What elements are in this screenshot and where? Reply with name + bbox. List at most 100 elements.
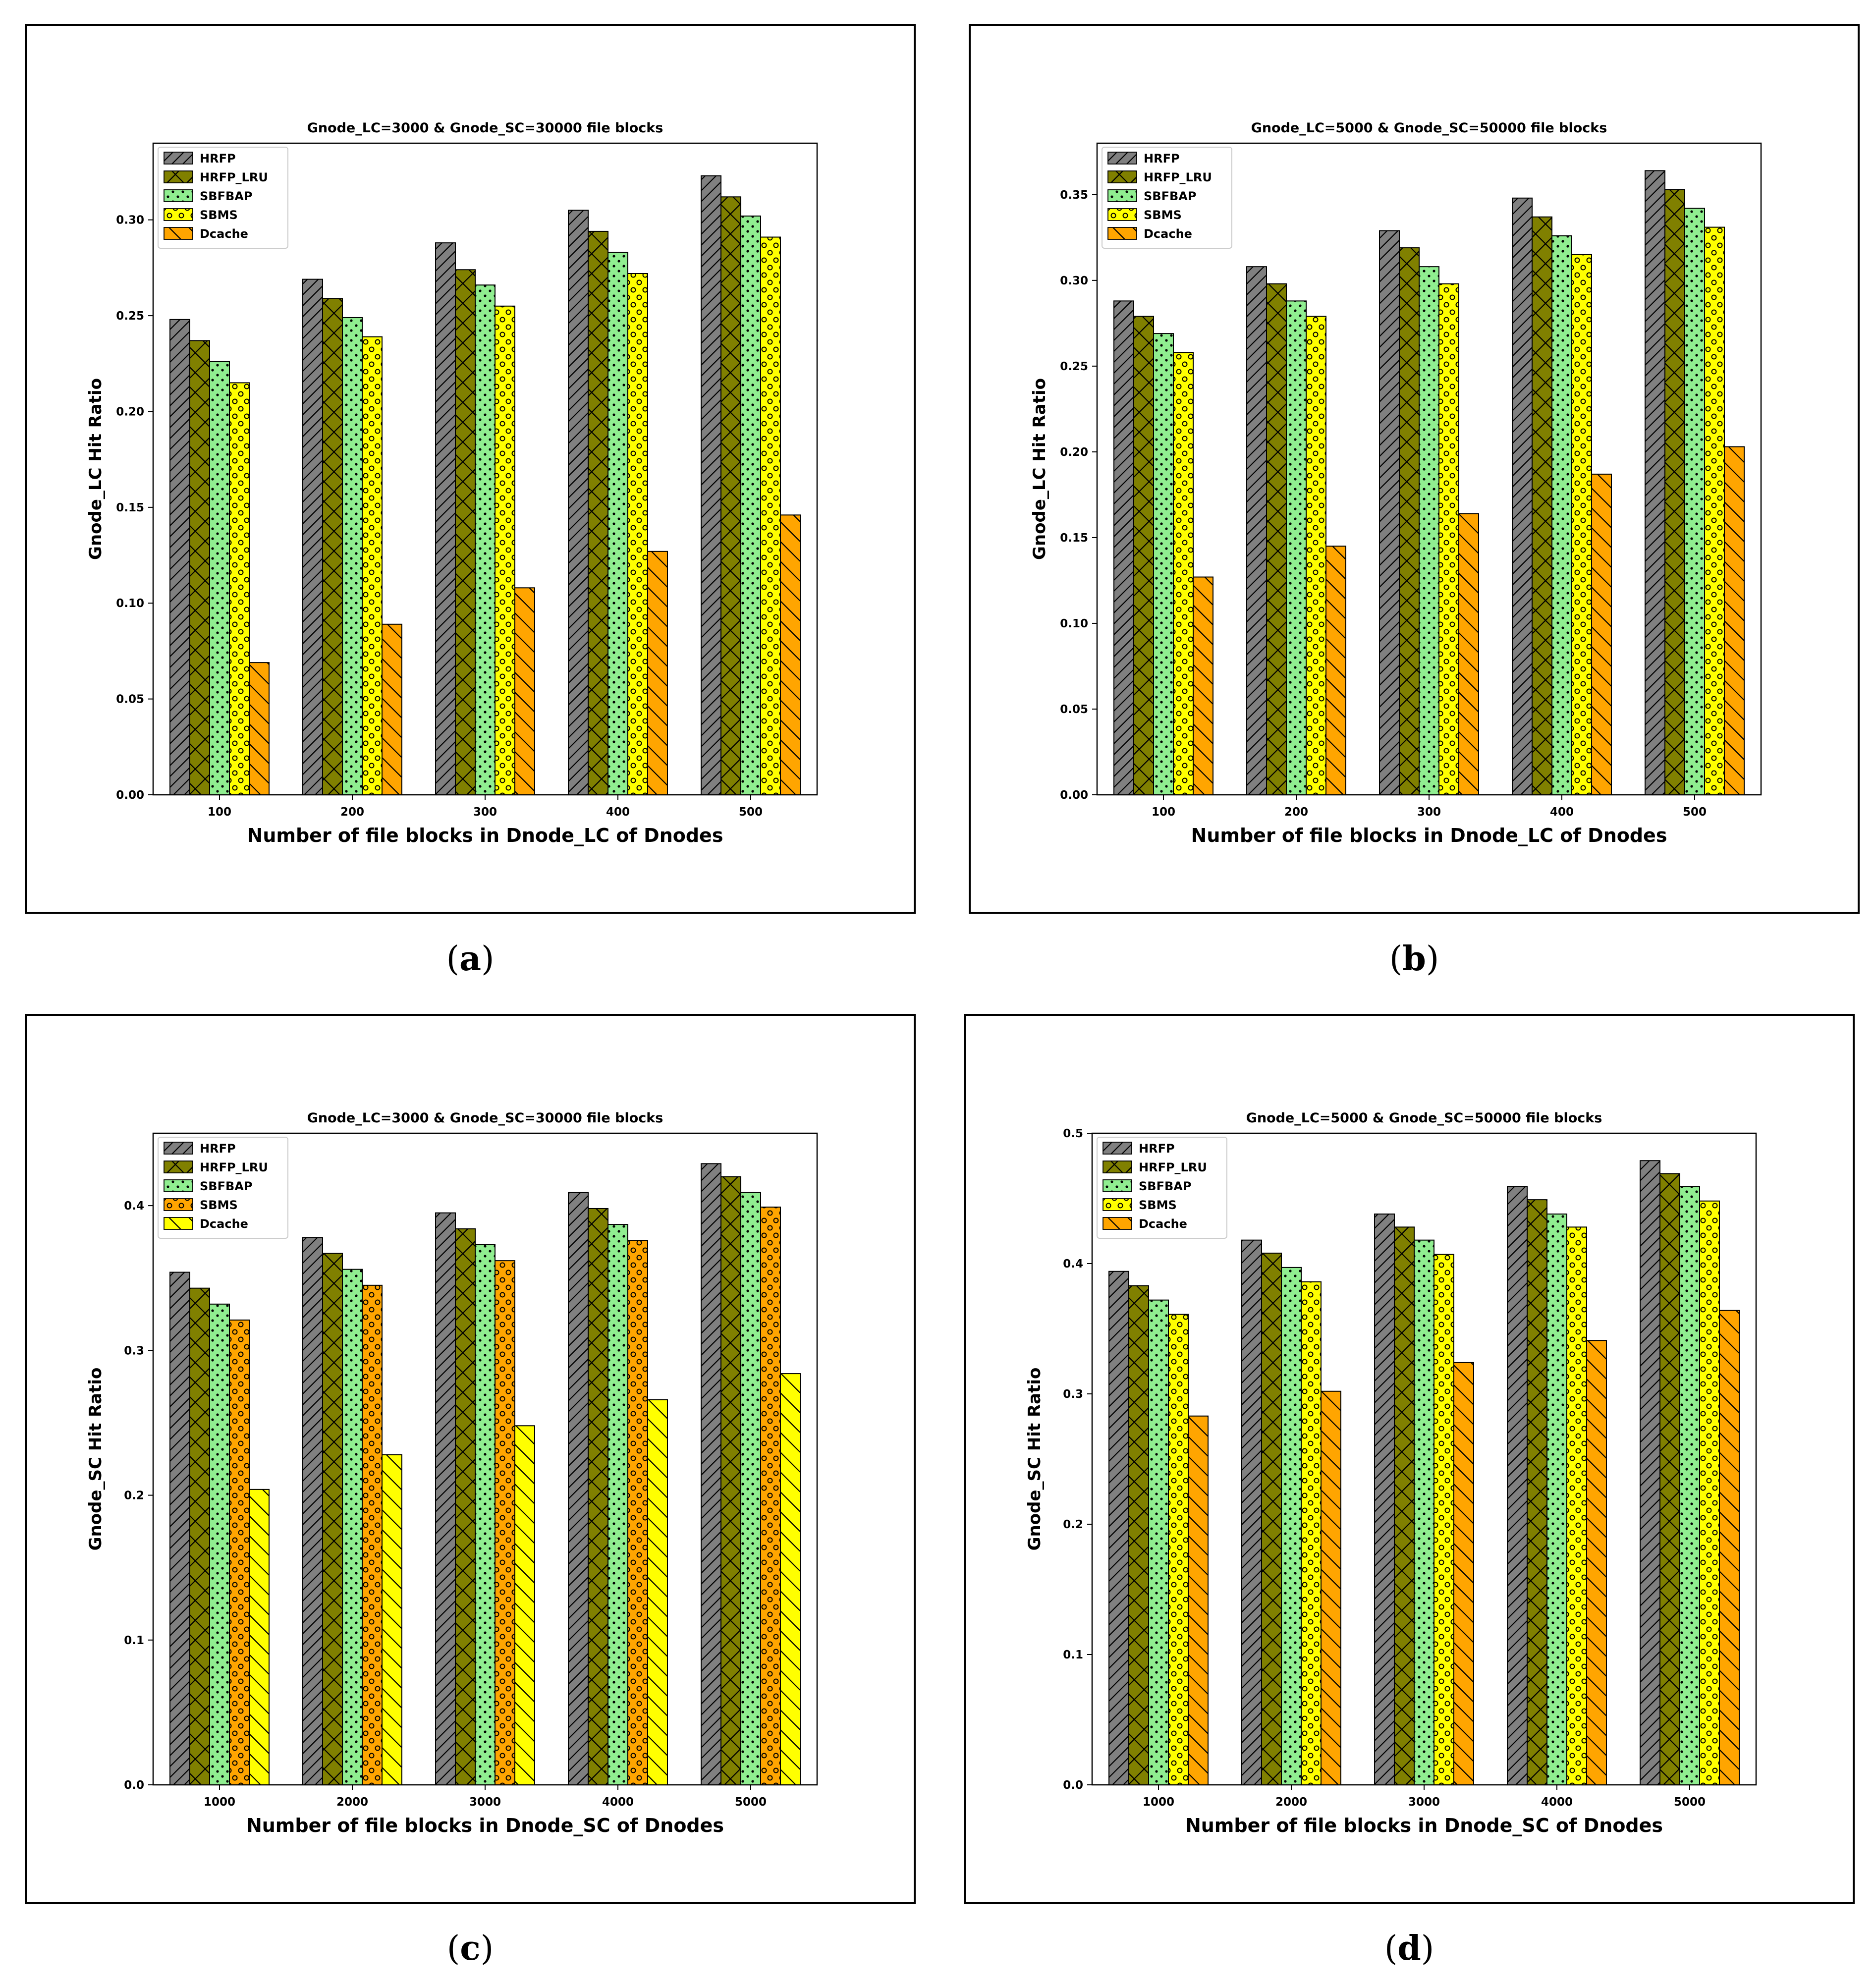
- bar-sbfbap: [1546, 1214, 1567, 1785]
- x-tick-label: 100: [208, 806, 231, 819]
- legend: HRFP HRFP_LRU SBFBAP SBMS Dcache: [158, 1137, 288, 1239]
- y-tick-label: 0.0: [124, 1779, 144, 1792]
- y-tick-label: 0.30: [116, 214, 144, 227]
- y-axis-label: Gnode_LC Hit Ratio: [86, 378, 106, 560]
- x-axis-label: Number of file blocks in Dnode_SC of Dno…: [1185, 1815, 1663, 1836]
- legend-swatch-hrfp: [164, 1142, 193, 1155]
- bar-dcache: [514, 1425, 535, 1785]
- bar-hrfp-lru: [455, 1228, 476, 1785]
- bar-hrfp: [169, 319, 190, 795]
- bar-sbfbap: [475, 284, 496, 795]
- chart-title: Gnode_LC=3000 & Gnode_SC=30000 file bloc…: [307, 1110, 663, 1126]
- bar-dcache: [1193, 576, 1213, 796]
- bar-hrfp: [1645, 170, 1665, 795]
- x-tick-label: 400: [606, 806, 630, 819]
- legend-label: SBFBAP: [1144, 189, 1196, 203]
- x-tick-label: 500: [1683, 806, 1707, 819]
- legend-label: SBFBAP: [200, 1179, 252, 1193]
- bar-dcache: [249, 662, 270, 795]
- legend-label: Dcache: [1144, 227, 1192, 241]
- bar-sbms: [1704, 226, 1725, 795]
- bar-sbms: [229, 1319, 250, 1785]
- x-tick-label: 3000: [469, 1796, 501, 1809]
- bar-hrfp: [1374, 1214, 1395, 1785]
- bar-sbms: [1566, 1226, 1587, 1785]
- legend-label: HRFP: [1139, 1142, 1175, 1156]
- legend-swatch-dcache: [164, 1217, 193, 1230]
- legend-swatch-sbfbap: [164, 189, 193, 202]
- bar-dcache: [249, 1489, 270, 1785]
- x-tick-label: 3000: [1408, 1796, 1440, 1809]
- bar-sbms: [1301, 1281, 1322, 1785]
- bar-hrfp: [1640, 1160, 1660, 1786]
- y-tick-label: 0.25: [1060, 360, 1088, 373]
- bar-hrfp-lru: [1394, 1226, 1415, 1785]
- bar-dcache: [514, 587, 535, 795]
- bar-dcache: [1453, 1362, 1474, 1785]
- bar-hrfp-lru: [1128, 1285, 1149, 1785]
- legend-label: HRFP_LRU: [1144, 170, 1212, 184]
- y-tick-label: 0.05: [116, 693, 144, 706]
- x-tick-label: 1000: [1143, 1796, 1174, 1809]
- x-tick-label: 300: [473, 806, 497, 819]
- y-tick-label: 0.5: [1063, 1127, 1083, 1140]
- y-tick-label: 0.20: [116, 405, 144, 418]
- legend-label: SBMS: [1144, 208, 1182, 222]
- legend-swatch-dcache: [164, 227, 193, 240]
- bar-sbms: [229, 382, 250, 795]
- bar-dcache: [1724, 446, 1745, 795]
- x-tick-label: 1000: [204, 1796, 235, 1809]
- x-axis-label: Number of file blocks in Dnode_LC of Dno…: [1191, 825, 1667, 846]
- legend-label: HRFP: [200, 1142, 236, 1156]
- legend: HRFP HRFP_LRU SBFBAP SBMS Dcache: [158, 147, 288, 249]
- bar-hrfp: [1507, 1186, 1528, 1786]
- legend-label: HRFP: [200, 152, 236, 166]
- y-tick-label: 0.30: [1060, 275, 1088, 287]
- legend-swatch-sbms: [1103, 1198, 1132, 1211]
- y-tick-label: 0.20: [1060, 446, 1088, 459]
- bar-sbms: [1306, 316, 1326, 795]
- bar-sbfbap: [475, 1244, 496, 1785]
- bar-sbms: [760, 236, 781, 796]
- chart-d: Gnode_LC=5000 & Gnode_SC=50000 file bloc…: [1025, 1110, 1757, 1836]
- bar-sbms: [1699, 1200, 1720, 1785]
- bar-hrfp: [568, 210, 589, 795]
- bar-dcache: [1591, 473, 1612, 795]
- bar-hrfp-lru: [1664, 189, 1685, 795]
- bar-sbms: [495, 1260, 515, 1786]
- bar-sbms: [760, 1207, 781, 1785]
- bar-dcache: [1458, 513, 1479, 795]
- bar-hrfp-lru: [322, 1253, 343, 1785]
- bar-sbfbap: [1153, 333, 1174, 795]
- bar-hrfp: [568, 1192, 589, 1785]
- bar-hrfp-lru: [1266, 283, 1287, 795]
- bar-dcache: [382, 1454, 402, 1785]
- bar-hrfp: [1241, 1239, 1262, 1785]
- bar-sbms: [1434, 1254, 1454, 1786]
- legend-swatch-hrfp-lru: [164, 1160, 193, 1173]
- bar-sbfbap: [1414, 1239, 1434, 1785]
- y-tick-label: 0.35: [1060, 189, 1088, 202]
- x-tick-label: 300: [1417, 806, 1441, 819]
- legend-label: SBMS: [200, 208, 238, 222]
- y-tick-label: 0.0: [1063, 1779, 1083, 1792]
- bar-hrfp: [1113, 300, 1134, 795]
- chart-a: Gnode_LC=3000 & Gnode_SC=30000 file bloc…: [86, 120, 818, 846]
- bar-hrfp-lru: [1261, 1252, 1282, 1786]
- legend-label: SBMS: [1139, 1198, 1177, 1212]
- y-tick-label: 0.2: [124, 1490, 144, 1502]
- bar-hrfp-lru: [1659, 1173, 1680, 1785]
- caption-c: (c): [446, 1929, 494, 1968]
- legend-swatch-sbms: [164, 208, 193, 221]
- x-tick-label: 2000: [1275, 1796, 1307, 1809]
- y-tick-label: 0.05: [1060, 703, 1088, 716]
- legend: HRFP HRFP_LRU SBFBAP SBMS Dcache: [1097, 1137, 1227, 1239]
- x-axis-label: Number of file blocks in Dnode_LC of Dno…: [247, 825, 723, 846]
- bar-sbms: [362, 336, 383, 795]
- bar-dcache: [1586, 1340, 1607, 1785]
- legend-label: Dcache: [1139, 1217, 1187, 1231]
- legend-label: SBFBAP: [200, 189, 252, 203]
- legend-label: HRFP: [1144, 152, 1180, 166]
- chart-panel-a: Gnode_LC=3000 & Gnode_SC=30000 file bloc…: [25, 24, 916, 914]
- legend-swatch-hrfp: [1107, 152, 1137, 165]
